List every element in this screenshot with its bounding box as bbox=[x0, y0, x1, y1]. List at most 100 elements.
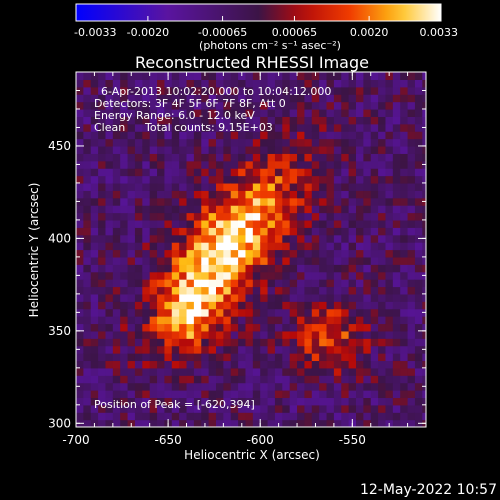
heatmap-cell bbox=[120, 138, 129, 147]
heatmap-cell bbox=[83, 397, 92, 406]
heatmap-cell bbox=[83, 353, 92, 362]
heatmap-cell bbox=[142, 286, 151, 295]
heatmap-cell bbox=[230, 227, 239, 236]
heatmap-cell bbox=[186, 79, 195, 88]
heatmap-cell bbox=[134, 301, 143, 310]
heatmap-cell bbox=[98, 94, 107, 103]
heatmap-cell bbox=[392, 323, 401, 332]
heatmap-cell bbox=[370, 279, 379, 288]
heatmap-cell bbox=[363, 219, 372, 228]
heatmap-cell bbox=[311, 256, 320, 265]
heatmap-cell bbox=[370, 123, 379, 132]
heatmap-cell bbox=[363, 108, 372, 117]
heatmap-cell bbox=[245, 360, 254, 369]
heatmap-cell bbox=[193, 390, 202, 399]
heatmap-cell bbox=[341, 345, 350, 354]
heatmap-cell bbox=[348, 353, 357, 362]
heatmap-cell bbox=[149, 404, 158, 413]
heatmap-cell bbox=[208, 323, 217, 332]
heatmap-cell bbox=[164, 293, 173, 302]
heatmap-cell bbox=[201, 397, 210, 406]
heatmap-cell bbox=[112, 242, 121, 251]
heatmap-cell bbox=[223, 264, 232, 273]
heatmap-cell bbox=[142, 116, 151, 125]
heatmap-cell bbox=[422, 338, 426, 347]
heatmap-cell bbox=[157, 79, 166, 88]
heatmap-cell bbox=[304, 175, 313, 184]
heatmap-cell bbox=[341, 390, 350, 399]
heatmap-cell bbox=[319, 249, 328, 258]
heatmap-cell bbox=[378, 153, 387, 162]
heatmap-cell bbox=[400, 190, 409, 199]
heatmap-cell bbox=[98, 293, 107, 302]
heatmap-cell bbox=[193, 212, 202, 221]
heatmap-cell bbox=[326, 293, 335, 302]
heatmap-cell bbox=[267, 271, 276, 280]
heatmap-cell bbox=[363, 86, 372, 95]
heatmap-cell bbox=[201, 212, 210, 221]
heatmap-cell bbox=[245, 345, 254, 354]
heatmap-cell bbox=[260, 271, 269, 280]
heatmap-cell bbox=[134, 72, 143, 80]
heatmap-cell bbox=[385, 182, 394, 191]
heatmap-cell bbox=[407, 182, 416, 191]
heatmap-cell bbox=[142, 264, 151, 273]
heatmap-cell bbox=[127, 330, 136, 339]
heatmap-cell bbox=[274, 94, 283, 103]
heatmap-cell bbox=[333, 175, 342, 184]
heatmap-cell bbox=[230, 323, 239, 332]
heatmap-cell bbox=[134, 190, 143, 199]
heatmap-cell bbox=[157, 123, 166, 132]
heatmap-cell bbox=[127, 271, 136, 280]
heatmap-cell bbox=[216, 308, 224, 317]
heatmap-cell bbox=[400, 131, 409, 140]
heatmap-cell bbox=[238, 153, 247, 162]
heatmap-cell bbox=[333, 101, 342, 110]
heatmap-cell bbox=[289, 138, 298, 147]
heatmap-cell bbox=[348, 242, 357, 251]
heatmap-cell bbox=[208, 353, 217, 362]
heatmap-cell bbox=[142, 316, 151, 325]
heatmap-cell bbox=[326, 308, 335, 317]
heatmap-cell bbox=[341, 308, 350, 317]
heatmap-cell bbox=[333, 79, 342, 88]
heatmap-cell bbox=[297, 138, 306, 147]
heatmap-cell bbox=[356, 182, 364, 191]
heatmap-cell bbox=[252, 330, 261, 339]
heatmap-cell bbox=[223, 293, 232, 302]
heatmap-cell bbox=[83, 153, 92, 162]
heatmap-cell bbox=[127, 249, 136, 258]
heatmap-cell bbox=[274, 175, 283, 184]
heatmap-cell bbox=[90, 190, 99, 199]
heatmap-cell bbox=[422, 293, 426, 302]
heatmap-cell bbox=[186, 197, 195, 206]
heatmap-cell bbox=[83, 323, 92, 332]
heatmap-cell bbox=[385, 212, 394, 221]
heatmap-cell bbox=[179, 86, 188, 95]
heatmap-cell bbox=[289, 160, 298, 169]
heatmap-cell bbox=[326, 79, 335, 88]
heatmap-cell bbox=[297, 205, 306, 214]
heatmap-cell bbox=[282, 160, 291, 169]
heatmap-cell bbox=[363, 138, 372, 147]
heatmap-cell bbox=[370, 249, 379, 258]
heatmap-cell bbox=[348, 160, 357, 169]
heatmap-cell bbox=[120, 242, 129, 251]
heatmap-cell bbox=[83, 212, 92, 221]
heatmap-cell bbox=[193, 330, 202, 339]
heatmap-cell bbox=[208, 227, 217, 236]
heatmap-cell bbox=[127, 116, 136, 125]
heatmap-cell bbox=[98, 256, 107, 265]
heatmap-cell bbox=[201, 286, 210, 295]
heatmap-cell bbox=[245, 367, 254, 376]
heatmap-cell bbox=[282, 182, 291, 191]
heatmap-cell bbox=[407, 264, 416, 273]
heatmap-cell bbox=[208, 293, 217, 302]
heatmap-cell bbox=[149, 168, 158, 177]
heatmap-cell bbox=[149, 123, 158, 132]
heatmap-cell bbox=[282, 108, 291, 117]
heatmap-cell bbox=[142, 123, 151, 132]
heatmap-cell bbox=[252, 101, 261, 110]
heatmap-cell bbox=[341, 249, 350, 258]
heatmap-cell bbox=[341, 279, 350, 288]
